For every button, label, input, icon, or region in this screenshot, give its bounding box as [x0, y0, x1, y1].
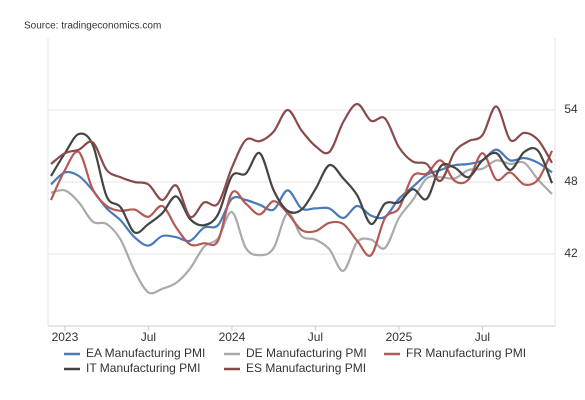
- legend-label: IT Manufacturing PMI: [86, 361, 201, 375]
- x-tick-label: 2023: [52, 330, 79, 344]
- y-tick-label: 48: [564, 174, 578, 188]
- legend-label: EA Manufacturing PMI: [86, 346, 205, 360]
- y-tick-label: 54: [564, 102, 578, 116]
- x-tick-label: Jul: [475, 330, 490, 344]
- legend-label: DE Manufacturing PMI: [246, 346, 367, 360]
- series-line: [50, 102, 553, 219]
- series-line: [50, 132, 554, 235]
- x-tick-label: 2025: [386, 330, 413, 344]
- y-tick-label: 42: [564, 246, 578, 260]
- legend-label: FR Manufacturing PMI: [406, 346, 526, 360]
- source: Source: tradingeconomics.com: [24, 21, 161, 32]
- x-tick-label: Jul: [141, 330, 156, 344]
- x-tick-label: Jul: [308, 330, 323, 344]
- series-line: [50, 159, 553, 295]
- legend-label: ES Manufacturing PMI: [246, 361, 366, 375]
- x-tick-label: 2024: [219, 330, 246, 344]
- series-line: [50, 150, 553, 257]
